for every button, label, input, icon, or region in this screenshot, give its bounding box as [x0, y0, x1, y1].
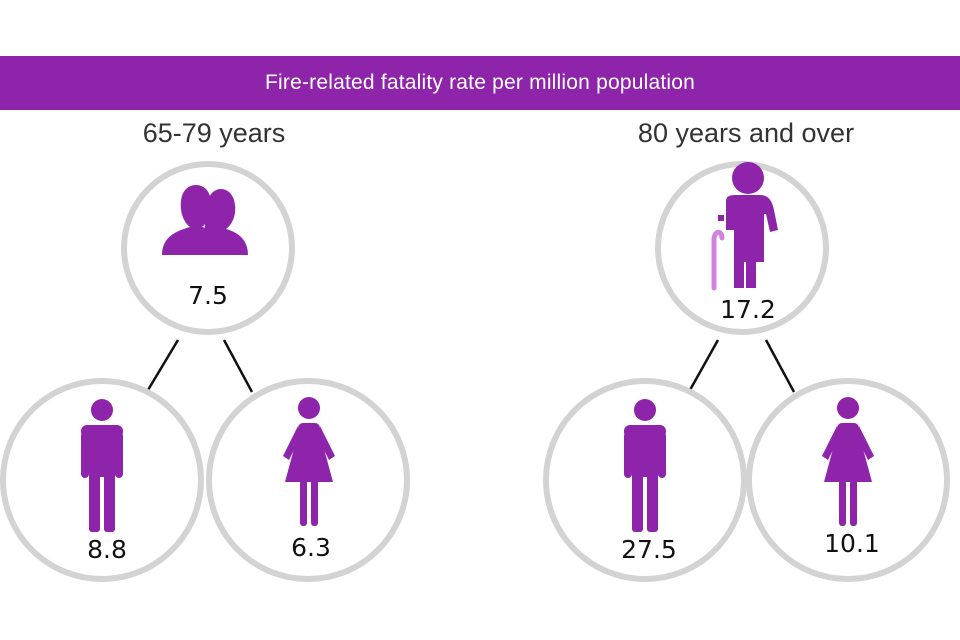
value-80-male: 27.5	[621, 535, 677, 564]
circle-65-male	[0, 378, 204, 582]
cane-icon	[711, 229, 725, 291]
circle-65-overall	[121, 161, 295, 335]
banner-title: Fire-related fatality rate per million p…	[264, 71, 695, 94]
male-icon	[624, 399, 666, 532]
connector-65-female	[222, 339, 254, 393]
elderly-with-cane-icon	[718, 162, 778, 288]
value-65-female: 6.3	[291, 533, 331, 562]
male-icon	[81, 399, 123, 532]
value-80-female: 10.1	[824, 529, 880, 558]
group-title-80-plus: 80 years and over	[637, 118, 855, 148]
circle-65-female	[206, 378, 410, 582]
header-banner: Fire-related fatality rate per million p…	[0, 56, 960, 110]
group-title-65-79: 65-79 years	[142, 118, 286, 148]
connectors	[146, 339, 796, 393]
female-icon	[283, 397, 335, 526]
connector-65-male	[146, 339, 180, 391]
value-65-male: 8.8	[87, 535, 127, 564]
female-icon	[822, 397, 874, 526]
connector-80-female	[764, 339, 796, 393]
value-80-overall: 17.2	[720, 295, 776, 324]
value-65-overall: 7.5	[188, 281, 228, 310]
connector-80-male	[688, 339, 720, 391]
couple-icon	[162, 185, 248, 255]
circle-80-female	[746, 378, 950, 582]
circle-80-male	[543, 378, 747, 582]
